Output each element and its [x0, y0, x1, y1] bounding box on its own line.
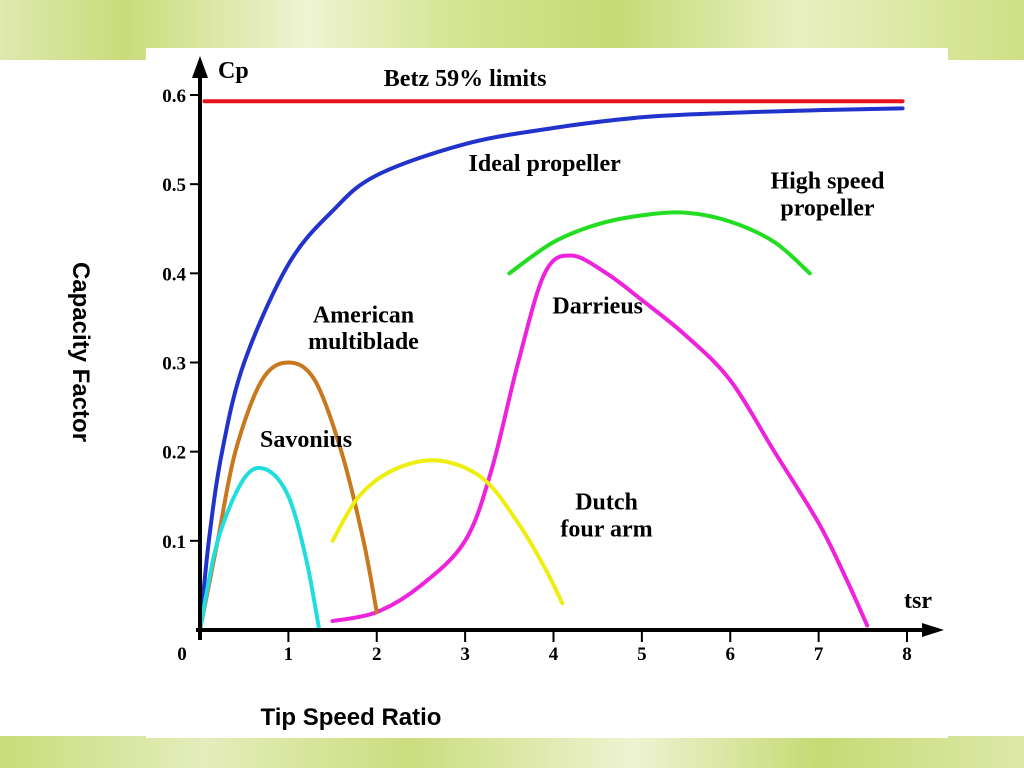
x-tick-label: 0 — [177, 644, 187, 665]
y-tick-label: 0.3 — [162, 354, 186, 375]
y-axis-name: Cp — [218, 58, 249, 84]
series-line-darrieus — [330, 253, 870, 628]
x-tick-label: 5 — [637, 644, 647, 665]
y-tick-label: 0.5 — [162, 175, 186, 196]
x-axis-name: tsr — [904, 588, 932, 614]
annotation-ideal-propeller: Ideal propeller — [469, 151, 622, 177]
annotation-american: American — [313, 302, 414, 328]
chart-labels: Betz 59% limits Ideal propeller High speed… — [260, 66, 885, 542]
x-tick-label: 4 — [549, 644, 559, 665]
annotation-dutch: Dutch — [575, 490, 638, 516]
y-tick-label: 0.2 — [162, 443, 186, 464]
annotation-high-speed: High speed — [770, 169, 885, 195]
x-tick-label: 2 — [372, 644, 382, 665]
x-axis-label: Tip Speed Ratio — [260, 704, 442, 731]
y-axis-label: Capacity Factor — [67, 261, 94, 443]
series-line-ideal-propeller — [198, 106, 905, 632]
series-line-savonius — [198, 465, 322, 632]
x-tick-label: 8 — [902, 644, 912, 665]
x-tick-label: 3 — [460, 644, 470, 665]
x-tick-label: 6 — [726, 644, 736, 665]
chart-curves — [198, 99, 905, 632]
x-axis-arrow — [922, 623, 944, 637]
annotation-darrieus: Darrieus — [552, 293, 643, 319]
annotation-betz-59-limits: Betz 59% limits — [384, 66, 547, 92]
chart-panel — [146, 48, 948, 738]
y-tick-label: 0.1 — [162, 532, 186, 553]
series-line-dutch-four-arm — [330, 458, 565, 606]
y-axis-arrow — [192, 56, 208, 78]
y-tick-label: 0.6 — [162, 86, 186, 107]
y-tick-label: 0.4 — [162, 264, 186, 285]
series-line-high-speed-propeller — [507, 210, 812, 276]
x-tick-label: 1 — [284, 644, 294, 665]
annotation-propeller: propeller — [780, 195, 875, 221]
chart-axes: 0.1 0.2 0.3 0.4 0.5 0.6 0 1 2 3 4 5 6 7 8 Cp tsr — [162, 56, 944, 665]
annotation-four-arm: four arm — [560, 516, 652, 542]
bottom-decorative-band — [0, 736, 1024, 768]
x-tick-label: 7 — [814, 644, 824, 665]
series-line-american-multiblade — [198, 360, 379, 632]
annotation-savonius: Savonius — [260, 427, 352, 453]
annotation-multiblade: multiblade — [308, 329, 419, 355]
